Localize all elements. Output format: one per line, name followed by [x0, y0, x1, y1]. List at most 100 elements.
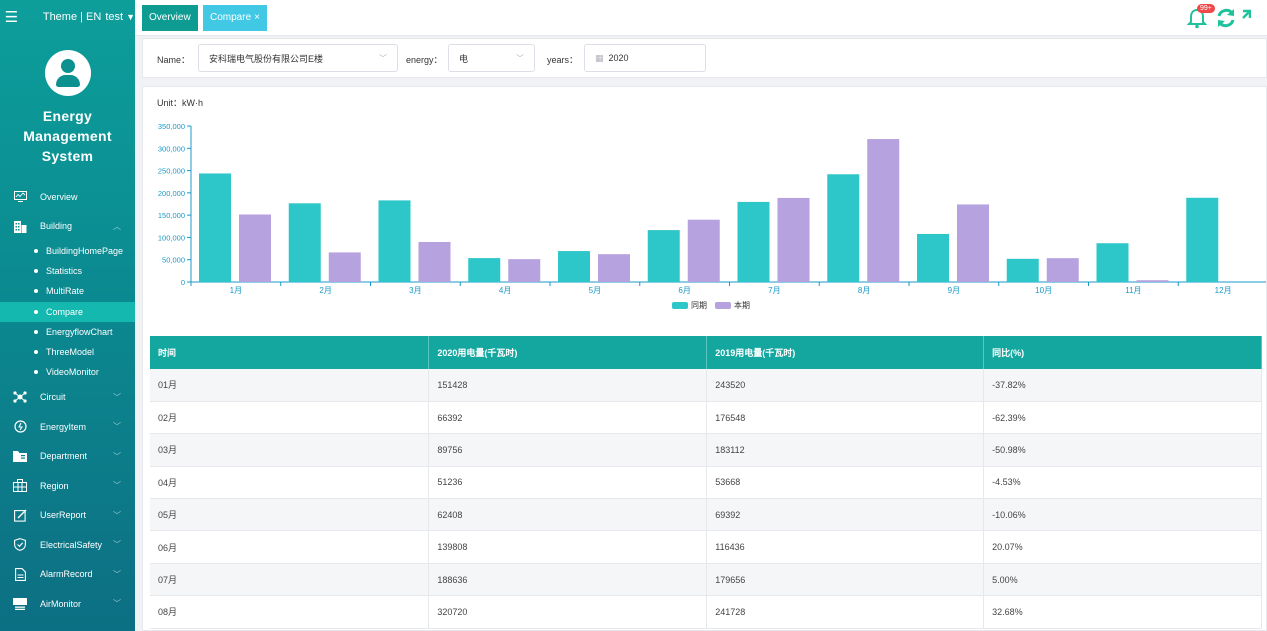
user-menu[interactable]: test — [105, 11, 124, 23]
bar-previous — [288, 203, 321, 282]
sidebar-item-label: Overview — [40, 191, 78, 202]
refresh-icon[interactable] — [1215, 7, 1237, 29]
sidebar-item-region[interactable]: Region ﹀ — [0, 471, 135, 501]
tab-overview[interactable]: Overview — [142, 5, 198, 31]
name-label: Name： — [157, 55, 191, 65]
air-unit-icon — [12, 597, 28, 611]
table-cell: 243520 — [706, 369, 985, 402]
sidebar-item-airmonitor[interactable]: AirMonitor ﹀ — [0, 589, 135, 619]
bell-icon[interactable]: 99+ — [1186, 4, 1215, 29]
year-picker[interactable]: ▦ 2020 — [584, 44, 706, 72]
chevron-down-icon: ﹀ — [379, 54, 387, 63]
region-grid-icon — [12, 479, 28, 493]
shield-icon — [12, 538, 28, 552]
legend-item-series-1[interactable]: 同期 — [672, 300, 707, 311]
energy-label: energy： — [406, 55, 443, 65]
sidebar-item-alarmrecord[interactable]: AlarmRecord ﹀ — [0, 559, 135, 589]
sidebar-subitem-threemodel[interactable]: ThreeModel — [0, 342, 135, 362]
chevron-down-icon: ﹀ — [113, 569, 121, 579]
bar-current — [418, 241, 451, 282]
table-cell: 32.68% — [983, 595, 1262, 629]
top-right-icons: 99+ — [1186, 4, 1267, 30]
table-cell: 20.07% — [983, 530, 1262, 564]
sidebar-item-userreport[interactable]: UserReport ﹀ — [0, 500, 135, 530]
sidebar-subitem-label: Compare — [46, 306, 84, 317]
y-tick-label: 50,000 — [162, 256, 185, 265]
table-cell: 04月 — [150, 466, 430, 500]
legend-label: 同期 — [691, 301, 707, 310]
sidebar-nav: Overview Building ︿ BuildingHomePage Sta… — [0, 182, 135, 618]
y-tick-label: 200,000 — [158, 189, 185, 198]
chevron-down-icon: ﹀ — [113, 451, 121, 461]
chevron-down-icon: ﹀ — [113, 481, 121, 491]
bar-current — [508, 259, 541, 282]
table-cell: 139808 — [428, 530, 708, 564]
table-row: 07月 188636 179656 5.00% — [150, 563, 1262, 597]
fullscreen-icon[interactable] — [1241, 7, 1263, 29]
bar-previous — [378, 200, 411, 282]
sidebar-item-energyitem[interactable]: EnergyItem ﹀ — [0, 412, 135, 442]
bar-previous — [737, 201, 770, 282]
sidebar-subitem-multirate[interactable]: MultiRate — [0, 281, 135, 301]
sidebar-subitem-label: EnergyflowChart — [46, 326, 113, 337]
chevron-down-icon: ﹀ — [113, 510, 121, 520]
sidebar-subitem-label: ThreeModel — [46, 347, 95, 358]
name-select[interactable]: 安科瑞电气股份有限公司E楼 ﹀ — [198, 44, 398, 72]
table-cell: -10.06% — [983, 498, 1262, 532]
tab-compare[interactable]: Compare × — [203, 5, 267, 31]
bullet-icon — [34, 370, 38, 375]
energy-select[interactable]: 电 ﹀ — [448, 44, 535, 72]
hamburger-menu-icon[interactable]: ☰ — [4, 9, 19, 26]
bullet-icon — [34, 249, 38, 254]
table-cell: 01月 — [150, 369, 430, 402]
chevron-down-icon: ﹀ — [113, 422, 121, 432]
x-tick-label: 11月 — [1125, 286, 1141, 295]
sidebar-item-label: Building — [40, 221, 73, 232]
sidebar-item-label: ElectricalSafety — [40, 539, 103, 550]
x-tick-label: 4月 — [499, 286, 511, 295]
bar-previous — [917, 233, 949, 282]
table-cell: 176548 — [706, 401, 985, 435]
sidebar-subitem-statistics[interactable]: Statistics — [0, 261, 135, 281]
calendar-icon: ▦ — [595, 52, 604, 63]
table-cell: 183112 — [706, 433, 985, 467]
legend-item-series-2[interactable]: 本期 — [715, 300, 750, 311]
theme-language-switch[interactable]: Theme | EN — [42, 11, 102, 23]
bar-current — [598, 254, 630, 282]
sidebar-subitem-videomonitor[interactable]: VideoMonitor — [0, 362, 135, 382]
system-title-line2: Management — [23, 128, 112, 144]
close-icon[interactable]: × — [254, 12, 260, 23]
chevron-down-icon: ﹀ — [113, 392, 121, 402]
table-cell: 62408 — [428, 498, 708, 532]
sidebar-item-department[interactable]: Department ﹀ — [0, 441, 135, 471]
sidebar-subitem-buildinghomepage[interactable]: BuildingHomePage — [0, 241, 135, 261]
table-cell: 06月 — [150, 530, 430, 564]
table-cell: 51236 — [428, 466, 708, 500]
sidebar-item-overview[interactable]: Overview — [0, 182, 135, 212]
sidebar-subitem-compare[interactable]: Compare — [0, 301, 135, 322]
table-cell: 07月 — [150, 563, 430, 597]
avatar — [44, 50, 91, 96]
sidebar-item-building[interactable]: Building ︿ — [0, 212, 135, 242]
table-cell: 08月 — [150, 595, 430, 629]
x-tick-label: 8月 — [858, 286, 870, 295]
table-body: 01月 151428 243520 -37.82% 02月 66392 176548 -62.… — [150, 369, 1262, 629]
table-cell: 188636 — [428, 563, 708, 597]
x-tick-label: 9月 — [948, 286, 960, 295]
table-row: 01月 151428 243520 -37.82% — [150, 369, 1262, 402]
caret-down-icon[interactable]: ▼ — [126, 12, 135, 22]
system-title: Energy Management System — [0, 106, 135, 166]
table-cell: 53668 — [706, 466, 985, 500]
sidebar-subitem-energyflowchart[interactable]: EnergyflowChart — [0, 322, 135, 342]
bullet-icon — [34, 309, 38, 314]
sidebar-header: ☰ Theme | EN test ▼ — [0, 0, 135, 34]
sidebar-item-electricalsafety[interactable]: ElectricalSafety ﹀ — [0, 530, 135, 560]
sidebar-item-circuit[interactable]: Circuit ﹀ — [0, 382, 135, 412]
sidebar-item-label: Department — [40, 451, 88, 462]
bar-previous — [1006, 258, 1039, 282]
table-row: 06月 139808 116436 20.07% — [150, 530, 1262, 564]
x-tick-label: 3月 — [409, 286, 421, 295]
x-tick-label: 6月 — [678, 286, 690, 295]
chevron-down-icon: ﹀ — [516, 54, 524, 63]
table-row: 08月 320720 241728 32.68% — [150, 595, 1262, 629]
